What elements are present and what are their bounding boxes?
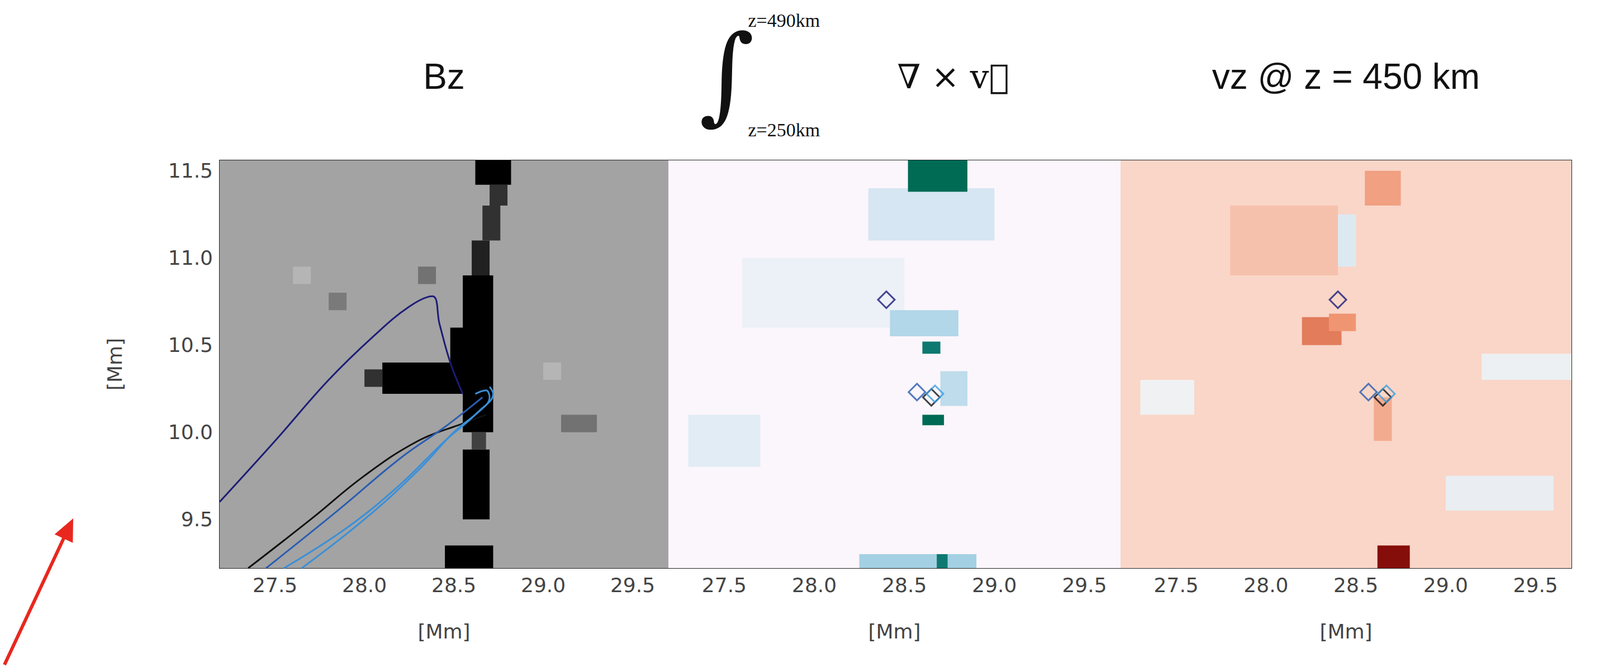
svg-text:9.5: 9.5 — [181, 507, 213, 531]
svg-text:z=250km: z=250km — [748, 119, 821, 141]
svg-text:28.0: 28.0 — [791, 573, 837, 597]
svg-text:z=490km: z=490km — [748, 10, 821, 31]
svg-text:27.5: 27.5 — [1154, 573, 1199, 597]
svg-text:29.0: 29.0 — [971, 573, 1017, 597]
svg-text:11.5: 11.5 — [168, 159, 213, 183]
svg-text:27.5: 27.5 — [701, 573, 747, 597]
svg-text:vz @ z = 450 km: vz @ z = 450 km — [1212, 56, 1480, 97]
svg-text:[Mm]: [Mm] — [1319, 620, 1372, 644]
svg-text:29.0: 29.0 — [1423, 573, 1469, 597]
svg-text:28.0: 28.0 — [1243, 573, 1289, 597]
svg-text:∫: ∫ — [699, 12, 755, 136]
svg-text:28.5: 28.5 — [431, 573, 477, 597]
svg-text:28.5: 28.5 — [1333, 573, 1379, 597]
svg-text:29.0: 29.0 — [520, 573, 566, 597]
svg-text:10.5: 10.5 — [168, 333, 213, 357]
svg-text:10.0: 10.0 — [168, 420, 213, 444]
svg-text:∇ × v⃗: ∇ × v⃗ — [897, 57, 1010, 97]
svg-text:Bz: Bz — [423, 56, 465, 97]
svg-text:28.5: 28.5 — [881, 573, 927, 597]
svg-text:[Mm]: [Mm] — [867, 620, 921, 644]
svg-text:28.0: 28.0 — [342, 573, 387, 597]
svg-text:[Mm]: [Mm] — [103, 338, 127, 391]
svg-text:11.0: 11.0 — [168, 246, 213, 270]
svg-text:29.5: 29.5 — [1513, 573, 1559, 597]
svg-text:29.5: 29.5 — [1061, 573, 1107, 597]
svg-text:27.5: 27.5 — [252, 573, 298, 597]
svg-text:29.5: 29.5 — [610, 573, 655, 597]
svg-text:[Mm]: [Mm] — [417, 620, 470, 644]
